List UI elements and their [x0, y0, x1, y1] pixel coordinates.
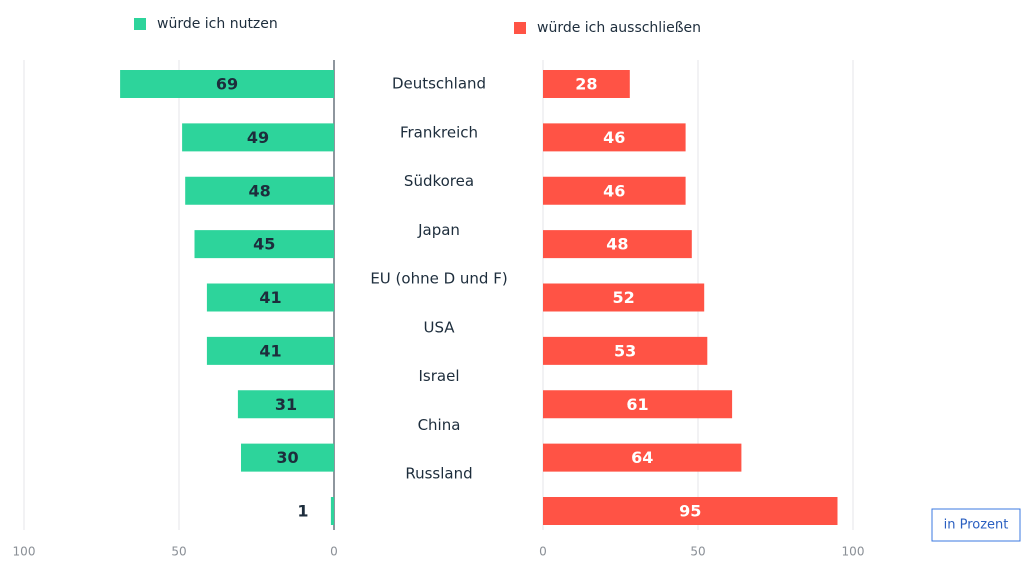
- value-label: 31: [275, 395, 297, 414]
- legend-label: würde ich nutzen: [157, 16, 278, 32]
- bar: [543, 283, 705, 312]
- bar: [237, 390, 334, 419]
- bar: [182, 123, 334, 152]
- category-label: Japan: [417, 221, 460, 239]
- bar: [206, 336, 334, 365]
- bar: [185, 176, 334, 205]
- value-label: 69: [216, 75, 238, 94]
- x-tick-label: 0: [330, 545, 338, 559]
- bar: [543, 497, 838, 525]
- category-label: Frankreich: [400, 123, 478, 141]
- legend-swatch: [514, 22, 526, 34]
- value-label: 49: [247, 128, 269, 147]
- bar: [543, 443, 742, 472]
- value-label: 45: [253, 235, 275, 254]
- value-label: 41: [259, 341, 281, 360]
- x-tick-label: 100: [13, 545, 36, 559]
- category-label: Israel: [419, 367, 460, 385]
- value-label: 64: [631, 448, 653, 467]
- bar: [543, 123, 686, 152]
- value-label: 41: [259, 288, 281, 307]
- value-label: 28: [575, 75, 597, 94]
- value-label: 46: [603, 181, 625, 200]
- bar: [543, 390, 733, 419]
- category-label: Südkorea: [404, 172, 474, 190]
- value-label: 53: [614, 341, 636, 360]
- value-label: 30: [276, 448, 298, 467]
- bar: [330, 497, 334, 525]
- value-label: 1: [297, 502, 308, 521]
- bar: [543, 230, 692, 259]
- value-label: 95: [679, 502, 701, 521]
- x-tick-label: 50: [171, 545, 186, 559]
- value-label: 46: [603, 128, 625, 147]
- category-label: USA: [423, 318, 455, 336]
- bar: [241, 443, 334, 472]
- value-label: 48: [606, 235, 628, 254]
- bar: [194, 230, 334, 259]
- bar: [543, 176, 686, 205]
- unit-box: [931, 508, 1021, 542]
- category-label: Deutschland: [392, 75, 486, 93]
- category-label: China: [418, 416, 461, 434]
- bar: [206, 283, 334, 312]
- value-label: 52: [612, 288, 634, 307]
- unit-note: in Prozent: [944, 518, 1009, 533]
- bar: [120, 70, 334, 98]
- x-tick-label: 50: [690, 545, 705, 559]
- value-label: 48: [248, 181, 270, 200]
- category-label: Russland: [405, 465, 472, 483]
- legend-swatch: [134, 18, 146, 30]
- bar: [543, 336, 708, 365]
- value-label: 61: [626, 395, 648, 414]
- category-label: EU (ohne D und F): [370, 270, 507, 288]
- x-tick-label: 100: [842, 545, 865, 559]
- legend-label: würde ich ausschließen: [537, 20, 701, 36]
- bar: [543, 70, 630, 98]
- x-tick-label: 0: [539, 545, 547, 559]
